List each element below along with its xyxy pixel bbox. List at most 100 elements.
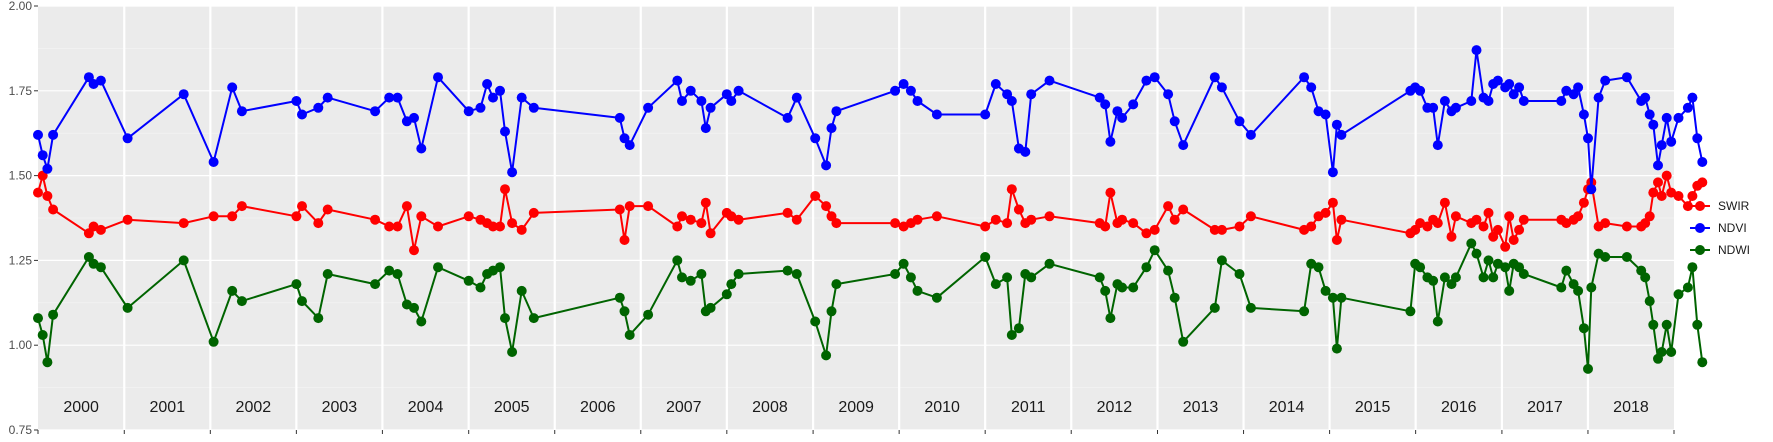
ndwi-point	[409, 302, 419, 313]
swir-point	[1446, 231, 1457, 242]
swir-point	[516, 224, 527, 235]
swir-point	[1306, 221, 1317, 232]
y-tick-label: 0.75	[9, 423, 33, 437]
ndvi-point	[782, 112, 793, 123]
ndwi-point	[1673, 289, 1684, 300]
swir-point	[1621, 221, 1632, 232]
ndwi-point	[782, 265, 793, 276]
legend-label: NDWI	[1718, 243, 1750, 257]
ndwi-point	[826, 306, 837, 317]
swir-point	[236, 201, 247, 212]
ndvi-point	[990, 79, 1001, 89]
ndwi-point	[208, 336, 219, 347]
ndvi-point	[1687, 92, 1698, 103]
ndvi-point	[1234, 116, 1245, 127]
swir-point	[1422, 221, 1433, 232]
swir-point	[705, 228, 716, 239]
ndwi-point	[122, 302, 133, 313]
legend-key-point	[1695, 201, 1705, 211]
ndvi-point	[1128, 99, 1139, 110]
year-label: 2015	[1355, 399, 1391, 416]
swir-point	[1327, 197, 1338, 208]
ndvi-point	[624, 140, 635, 151]
ndvi-point	[1006, 96, 1017, 106]
ndvi-point	[831, 106, 842, 117]
swir-point	[208, 211, 219, 222]
ndvi-point	[122, 133, 133, 144]
ndvi-point	[482, 79, 493, 89]
ndvi-point	[1439, 96, 1450, 106]
swir-point	[507, 218, 518, 229]
swir-point	[1687, 191, 1698, 201]
ndwi-point	[1320, 285, 1331, 296]
ndwi-point	[1466, 238, 1477, 249]
ndvi-point	[1100, 99, 1111, 110]
ndwi-point	[1621, 252, 1632, 262]
ndwi-point	[1094, 272, 1105, 283]
ndwi-point	[507, 347, 518, 357]
swir-point	[48, 204, 59, 215]
ndwi-point	[236, 296, 247, 307]
ndvi-point	[1692, 133, 1703, 144]
ndvi-point	[1556, 96, 1567, 106]
swir-point	[1163, 201, 1174, 212]
ndwi-point	[1006, 330, 1017, 340]
swir-point	[1432, 218, 1443, 229]
ndwi-point	[912, 285, 923, 296]
ndwi-point	[1687, 262, 1698, 273]
ndwi-point	[705, 302, 716, 313]
ndwi-point	[1128, 282, 1139, 293]
ndvi-point	[1327, 167, 1338, 178]
ndwi-point	[1169, 292, 1180, 303]
swir-point	[370, 214, 381, 225]
ndwi-point	[677, 272, 687, 283]
swir-point	[1044, 211, 1055, 222]
swir-point	[95, 224, 106, 235]
swir-point	[528, 207, 539, 218]
swir-point	[1500, 241, 1511, 252]
ndvi-point	[980, 109, 991, 120]
ndwi-point	[1415, 262, 1426, 273]
swir-point	[643, 201, 654, 212]
ndwi-point	[1666, 347, 1677, 357]
ndvi-point	[810, 133, 821, 144]
ndwi-point	[980, 252, 991, 262]
ndvi-point	[1492, 75, 1503, 86]
swir-point	[1644, 211, 1655, 222]
year-label: 2000	[63, 399, 99, 416]
ndvi-point	[905, 85, 916, 96]
ndvi-point	[1320, 109, 1331, 120]
swir-point	[990, 214, 1001, 225]
swir-point	[700, 197, 711, 208]
ndvi-point	[500, 126, 510, 137]
swir-point	[931, 211, 942, 222]
ndvi-point	[677, 96, 687, 106]
ndwi-point	[1002, 272, 1013, 283]
major-gridlines	[38, 5, 1674, 431]
ndwi-point	[1504, 285, 1515, 296]
ndvi-point	[1336, 129, 1347, 140]
ndwi-point	[433, 262, 443, 273]
ndvi-point	[95, 75, 106, 86]
swir-point	[1336, 214, 1347, 225]
ndvi-point	[1644, 109, 1655, 120]
swir-point	[614, 204, 625, 215]
ndwi-point	[500, 313, 510, 324]
ndwi-point	[1405, 306, 1416, 317]
ndwi-point	[1648, 319, 1659, 330]
ndvi-point	[1428, 102, 1439, 113]
ndwi-point	[1331, 343, 1342, 354]
ndvi-point	[1583, 133, 1593, 144]
swir-point	[1578, 197, 1589, 208]
swir-point	[416, 211, 427, 222]
swir-point	[1471, 214, 1482, 225]
ndwi-point	[1471, 248, 1482, 259]
year-label: 2016	[1441, 399, 1477, 416]
ndvi-point	[1682, 102, 1693, 113]
swir-point	[1026, 214, 1037, 225]
swir-point	[500, 184, 510, 195]
ndwi-point	[1313, 262, 1324, 273]
swir-point	[791, 214, 802, 225]
ndvi-point	[1299, 72, 1310, 83]
